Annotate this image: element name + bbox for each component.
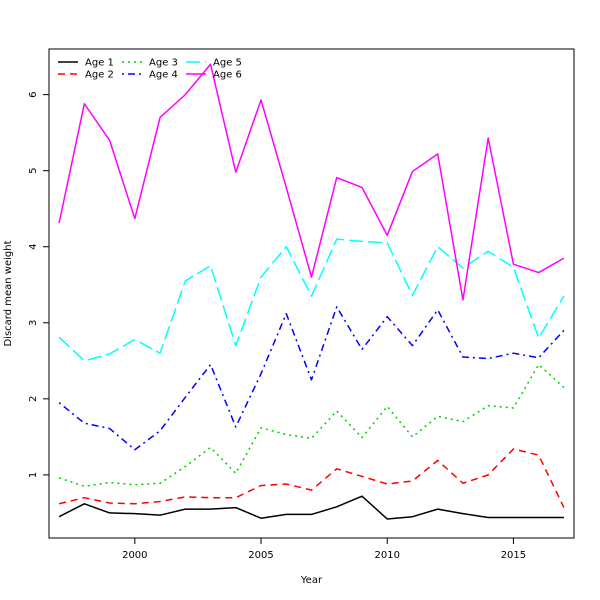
y-axis-label: Discard mean weight (3, 240, 14, 346)
series-line-age-2 (58, 448, 565, 508)
legend-label-age-4: Age 4 (149, 70, 178, 81)
series-layer (58, 63, 565, 520)
x-tick-label: 2010 (374, 550, 399, 561)
y-tick-label: 6 (28, 91, 39, 97)
legend-label-age-2: Age 2 (85, 70, 114, 81)
legend-label-age-6: Age 6 (213, 70, 242, 81)
x-axis: 2000 2005 2010 2015 (122, 538, 526, 561)
series-line-age-5 (58, 238, 565, 362)
x-tick-label: 2015 (501, 550, 526, 561)
y-axis: 1 2 3 4 5 6 (28, 91, 49, 478)
x-axis-label: Year (300, 575, 323, 586)
y-tick-label: 5 (28, 167, 39, 173)
x-tick-label: 2005 (248, 550, 273, 561)
series-line-age-3 (58, 363, 565, 488)
plot-frame (48, 48, 575, 539)
y-tick-label: 2 (28, 396, 39, 402)
legend-label-age-3: Age 3 (149, 58, 178, 69)
y-tick-label: 1 (28, 472, 39, 478)
series-line-age-1 (58, 495, 564, 520)
legend-label-age-5: Age 5 (213, 58, 242, 69)
legend-label-age-1: Age 1 (85, 58, 114, 69)
y-tick-label: 3 (28, 320, 39, 326)
series-line-age-6 (58, 63, 565, 301)
y-tick-label: 4 (28, 244, 39, 250)
series-line-age-4 (58, 306, 565, 451)
x-tick-label: 2000 (122, 550, 147, 561)
